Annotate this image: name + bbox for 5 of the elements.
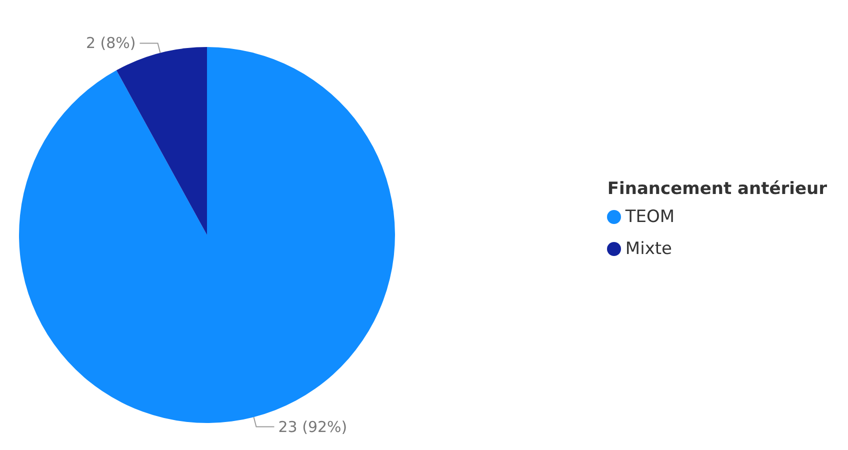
data-label: 23 (92%) xyxy=(278,418,348,436)
legend-label: Mixte xyxy=(625,239,672,259)
legend-title: Financement antérieur xyxy=(607,179,827,199)
legend-label: TEOM xyxy=(625,207,675,227)
data-label: 2 (8%) xyxy=(86,34,136,52)
